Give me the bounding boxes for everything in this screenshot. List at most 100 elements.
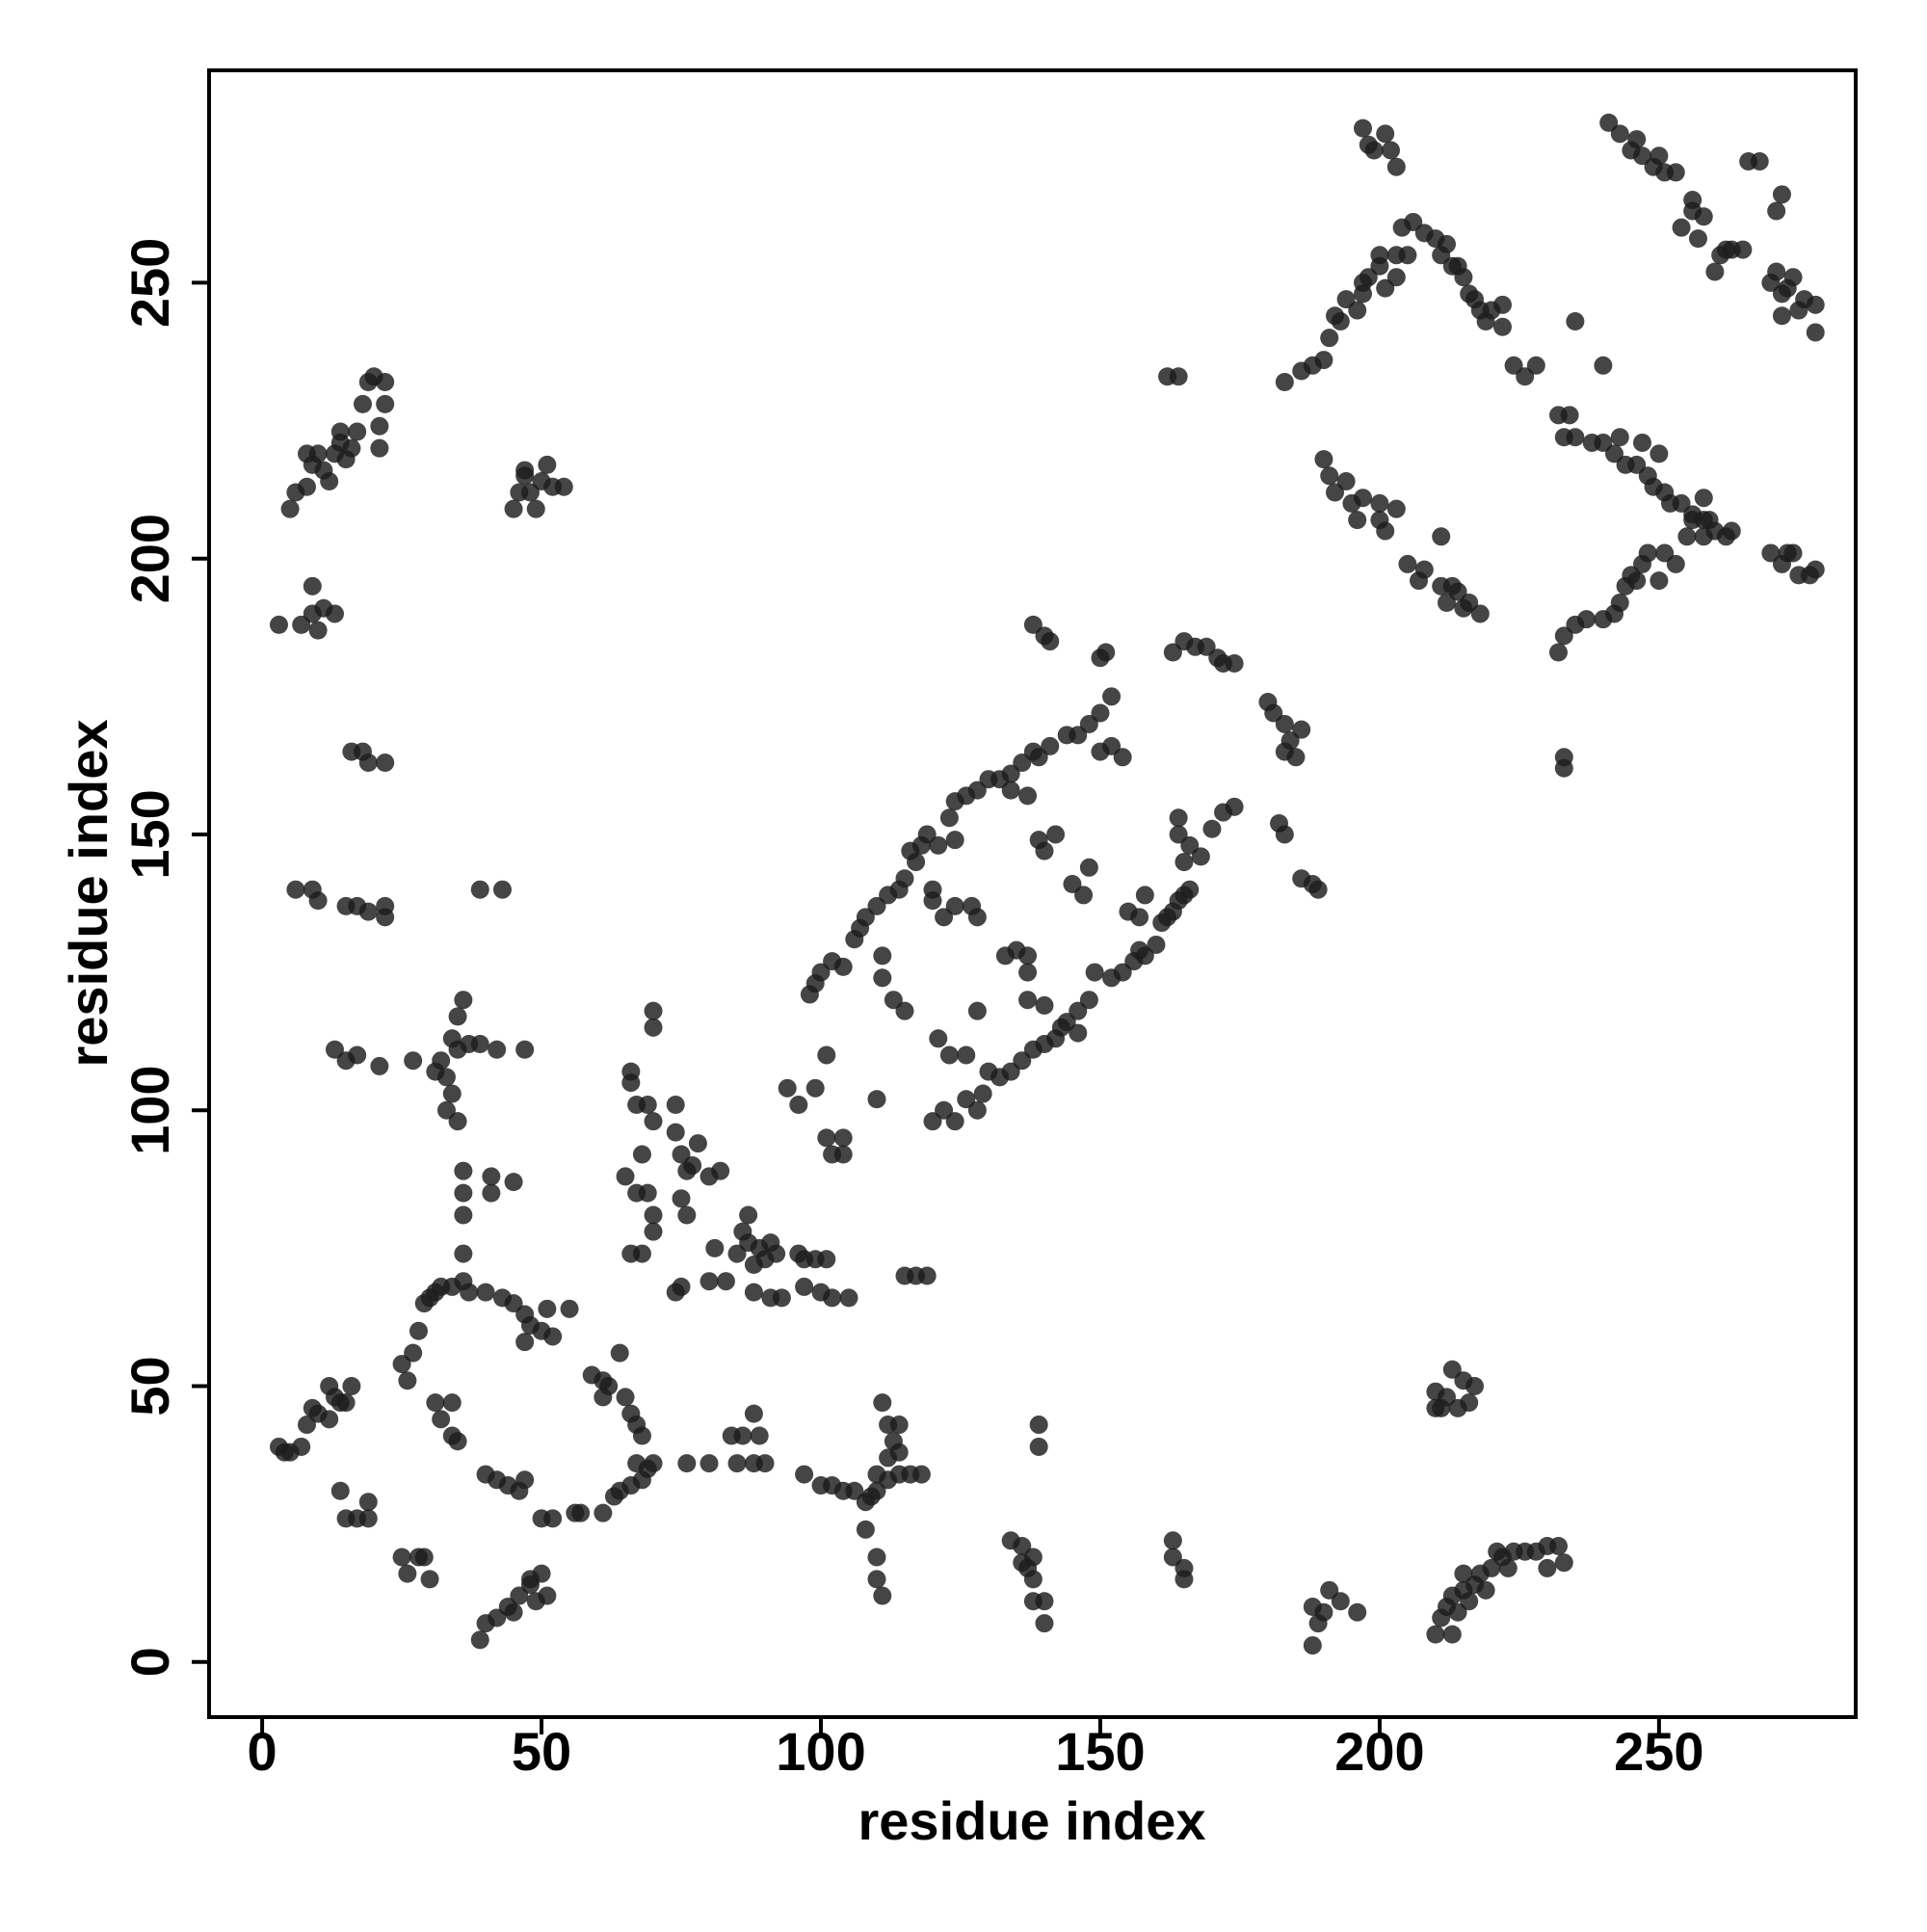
point <box>867 896 886 915</box>
point <box>789 1095 808 1114</box>
point <box>1761 543 1781 563</box>
point <box>711 1161 730 1180</box>
point <box>1454 1564 1473 1583</box>
point <box>1772 306 1791 326</box>
point <box>666 1095 685 1114</box>
point <box>1476 1580 1495 1600</box>
point <box>610 1343 629 1363</box>
point <box>1632 433 1651 452</box>
point <box>470 880 489 899</box>
point <box>873 968 892 988</box>
point <box>805 1078 825 1098</box>
point <box>967 1100 987 1120</box>
point <box>1398 554 1417 573</box>
point <box>1202 819 1222 838</box>
point <box>1627 455 1647 474</box>
point <box>1370 246 1389 265</box>
point <box>1079 714 1098 733</box>
point <box>1336 290 1356 309</box>
point <box>297 1416 316 1435</box>
point <box>716 1272 735 1291</box>
point <box>644 1222 663 1241</box>
point <box>939 1045 959 1065</box>
point <box>571 1503 591 1522</box>
point <box>867 1090 886 1109</box>
point <box>1275 372 1294 391</box>
point <box>538 455 557 474</box>
point <box>1610 124 1629 144</box>
point <box>436 1068 456 1087</box>
point <box>1438 234 1457 253</box>
point <box>1314 351 1333 370</box>
point <box>1013 1537 1032 1556</box>
point <box>644 1018 663 1037</box>
point <box>1348 511 1367 530</box>
point <box>929 835 948 855</box>
point <box>929 1029 948 1048</box>
point <box>1694 489 1713 508</box>
point <box>510 1586 529 1605</box>
point <box>1135 886 1154 905</box>
point <box>348 1045 367 1065</box>
point <box>839 1288 858 1308</box>
point <box>1102 687 1122 706</box>
point <box>420 1570 439 1589</box>
point <box>454 1183 473 1203</box>
point <box>923 880 942 899</box>
point <box>392 1548 411 1567</box>
point <box>733 1426 752 1445</box>
point <box>1364 141 1384 160</box>
point <box>348 422 367 441</box>
point <box>867 1570 886 1589</box>
point <box>1018 946 1038 966</box>
point <box>1001 1062 1020 1081</box>
point <box>945 896 964 915</box>
point <box>873 1393 892 1413</box>
point <box>448 1112 467 1131</box>
point <box>1135 946 1154 966</box>
point <box>666 1123 685 1142</box>
point <box>538 1586 557 1605</box>
point <box>1382 141 1401 160</box>
point <box>1348 1602 1367 1622</box>
point <box>1354 119 1373 138</box>
point <box>392 1355 411 1374</box>
point <box>1169 808 1188 828</box>
point <box>1023 1570 1043 1589</box>
point <box>1018 963 1038 982</box>
point <box>526 499 545 518</box>
point <box>442 1029 462 1048</box>
point <box>325 604 344 623</box>
point <box>409 1321 428 1340</box>
point <box>1638 543 1657 563</box>
point <box>1225 653 1244 673</box>
point <box>1566 428 1585 447</box>
point <box>370 416 389 436</box>
point <box>1554 1553 1573 1573</box>
point <box>1627 130 1647 149</box>
point <box>672 1189 691 1208</box>
point <box>1806 560 1825 579</box>
point <box>1688 229 1707 249</box>
point <box>1091 703 1110 723</box>
point <box>370 438 389 458</box>
point <box>470 1035 489 1054</box>
point <box>677 1205 697 1225</box>
point <box>1538 1558 1557 1577</box>
point <box>1426 1398 1445 1417</box>
point <box>795 1465 814 1484</box>
point <box>504 499 523 518</box>
point <box>1498 1558 1518 1577</box>
point <box>1632 146 1651 166</box>
point <box>744 1283 763 1302</box>
point <box>1566 312 1585 331</box>
point <box>1460 593 1479 612</box>
point <box>342 438 361 458</box>
point <box>845 1481 864 1500</box>
point <box>543 1509 563 1528</box>
point <box>297 477 316 496</box>
point <box>1314 450 1333 469</box>
point <box>520 1570 540 1589</box>
point <box>1331 312 1350 331</box>
point <box>1079 858 1098 877</box>
